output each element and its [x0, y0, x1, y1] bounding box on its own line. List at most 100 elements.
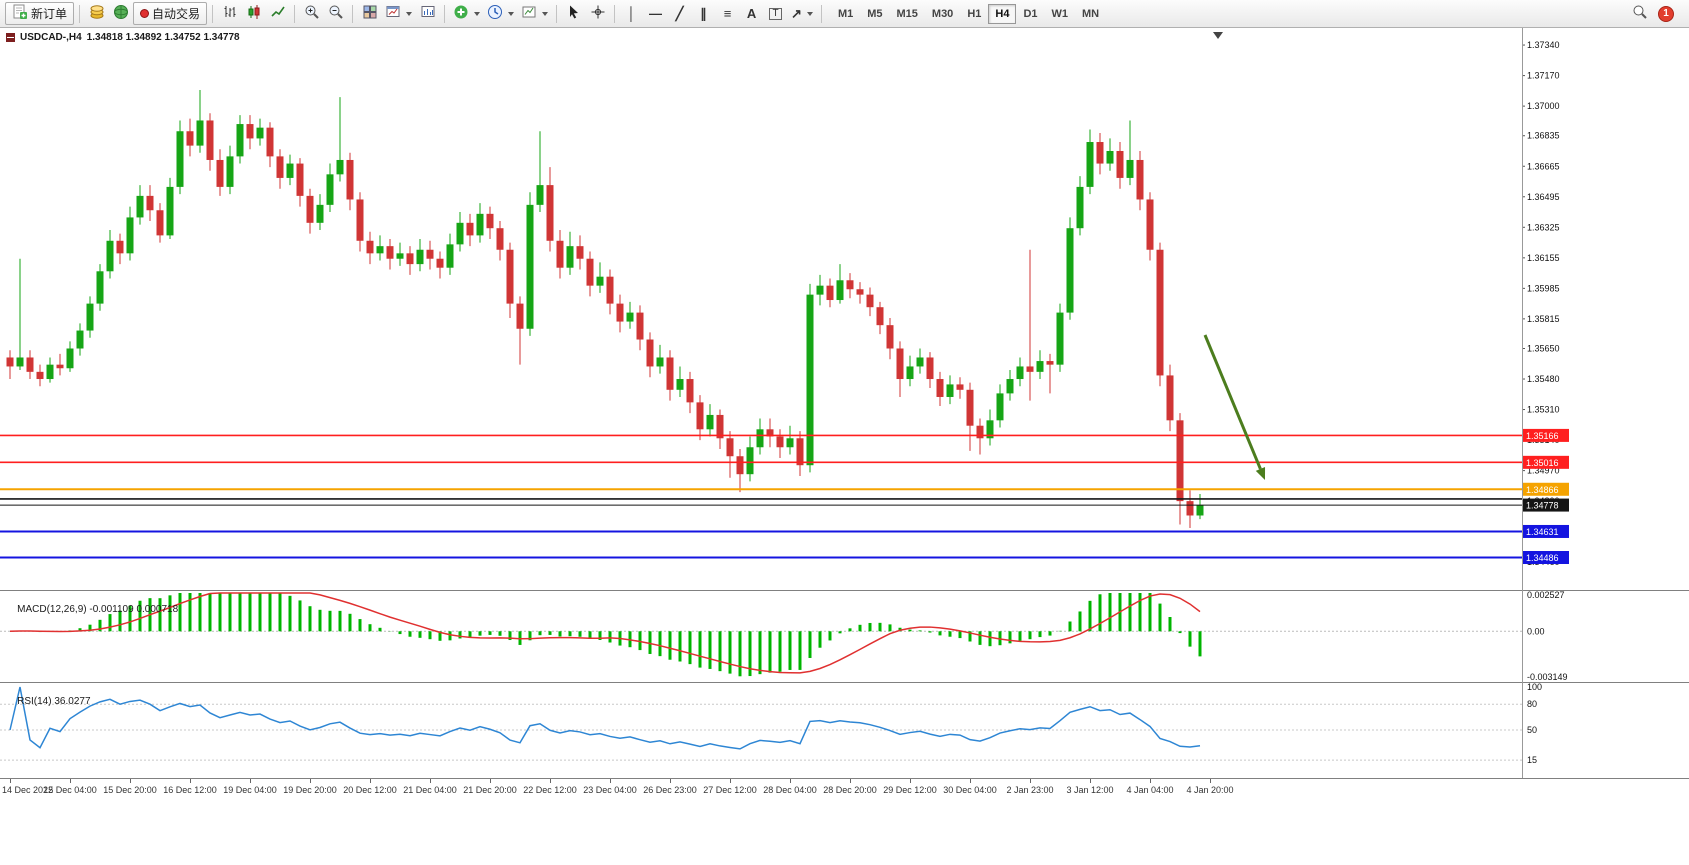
chart-title: USDCAD-,H4 1.34818 1.34892 1.34752 1.347…: [6, 32, 240, 43]
rsi-label: RSI(14) 36.0277: [6, 685, 90, 718]
price-chart[interactable]: 1.37340 1.37170 1.37000 1.36835 1.36665 1.364…: [0, 28, 1689, 590]
new-order-button[interactable]: 新订单: [5, 2, 75, 25]
timeframe-button-m5[interactable]: M5: [867, 7, 883, 20]
separator: [444, 4, 446, 23]
crosshair-button[interactable]: [586, 2, 609, 25]
globe-icon: [113, 4, 129, 23]
tile-windows-icon: [362, 4, 378, 23]
horizontal-line-tool-button[interactable]: —: [644, 2, 667, 25]
window-layout-button[interactable]: [416, 2, 439, 25]
separator: [352, 4, 354, 23]
price-axis-label: 1.37170: [1527, 71, 1560, 81]
time-tick: [10, 779, 11, 783]
autotrading-button[interactable]: 自动交易: [133, 2, 208, 25]
periods-button[interactable]: [484, 2, 517, 25]
price-badge-label: 1.34631: [1526, 527, 1559, 537]
fibonacci-tool-button[interactable]: ≡: [716, 2, 739, 25]
price-axis-label: 1.36665: [1527, 161, 1560, 171]
line-chart-button[interactable]: [266, 2, 289, 25]
timeframe-button-w1[interactable]: W1: [1051, 7, 1069, 20]
coins-icon: [89, 4, 105, 23]
chevron-down-icon: [406, 11, 413, 16]
time-axis-label: 27 Dec 12:00: [703, 785, 757, 795]
chart-symbol-label: USDCAD-,H4: [20, 32, 82, 43]
indicator-plus-icon: [453, 4, 469, 23]
channel-tool-button[interactable]: ∥: [692, 2, 715, 25]
macd-panel[interactable]: 0.002527 0.00 -0.003149: [0, 590, 1689, 682]
price-badge: [1523, 524, 1569, 538]
bar-chart-button[interactable]: [218, 2, 241, 25]
time-axis-label: 26 Dec 23:00: [643, 785, 697, 795]
macd-name: MACD(12,26,9): [17, 604, 87, 615]
rsi-axis-label: 80: [1527, 699, 1537, 709]
price-badge-label: 1.34778: [1526, 501, 1559, 511]
notification-badge[interactable]: 1: [1658, 5, 1674, 22]
timeframe-button-d1[interactable]: D1: [1023, 7, 1038, 20]
indicators-button[interactable]: [450, 2, 483, 25]
macd-axis-label: -0.003149: [1527, 672, 1568, 682]
time-axis-label: 22 Dec 12:00: [523, 785, 577, 795]
macd-axis-label: 0.002527: [1527, 590, 1565, 600]
vertical-line-icon: │: [627, 6, 636, 21]
community-button[interactable]: [109, 2, 132, 25]
crosshair-icon: [590, 4, 606, 23]
new-order-label: 新订单: [31, 7, 68, 21]
zoom-out-button[interactable]: [324, 2, 347, 25]
new-chart-window-button[interactable]: [382, 2, 415, 25]
timeframe-button-mn[interactable]: MN: [1082, 7, 1100, 20]
timeframe-button-h4[interactable]: H4: [988, 3, 1017, 24]
arrow-shapes-icon: ↗: [791, 6, 802, 21]
time-axis[interactable]: 14 Dec 2022 15 Dec 04:00 15 Dec 20:00 16 De…: [0, 778, 1689, 800]
time-tick: [1210, 779, 1211, 783]
time-axis-label: 28 Dec 20:00: [823, 785, 877, 795]
zoom-out-icon: [328, 4, 344, 23]
label-tool-button[interactable]: T: [764, 2, 787, 25]
timeframe-button-h1[interactable]: H1: [967, 7, 982, 20]
search-button[interactable]: [1628, 2, 1651, 25]
price-axis-label: 1.35650: [1527, 344, 1560, 354]
time-axis-label: 2 Jan 23:00: [1006, 785, 1054, 795]
timeframe-button-m30[interactable]: M30: [931, 7, 954, 20]
price-badge: [1523, 482, 1569, 496]
label-icon: T: [769, 7, 782, 20]
candlestick-chart-button[interactable]: [242, 2, 265, 25]
time-tick: [910, 779, 911, 783]
market-watch-button[interactable]: [85, 2, 108, 25]
price-badge: [1523, 428, 1569, 442]
time-axis-label: 19 Dec 20:00: [283, 785, 337, 795]
templates-button[interactable]: [518, 2, 551, 25]
time-axis-label: 15 Dec 20:00: [103, 785, 157, 795]
time-axis-label: 20 Dec 12:00: [343, 785, 397, 795]
timeframe-button-m15[interactable]: M15: [896, 7, 918, 20]
scroll-end-marker[interactable]: [1213, 32, 1223, 39]
price-axis-label: 1.37000: [1527, 101, 1560, 111]
vertical-line-tool-button[interactable]: │: [620, 2, 643, 25]
price-axis-label: 1.36495: [1527, 192, 1560, 202]
cursor-button[interactable]: [562, 2, 585, 25]
price-axis-label: 1.36155: [1527, 253, 1560, 263]
time-tick: [130, 779, 131, 783]
toolbar: 新订单 自动交易: [0, 0, 1689, 28]
tile-windows-button[interactable]: [358, 2, 381, 25]
timeframe-button-m1[interactable]: M1: [837, 7, 854, 20]
time-axis-label: 14 Dec 2022: [2, 785, 54, 795]
chart-window-bars-icon: [420, 4, 436, 23]
arrows-tool-button[interactable]: ↗: [788, 2, 816, 25]
fibonacci-icon: ≡: [723, 6, 732, 21]
annotation-arrow[interactable]: [1203, 334, 1262, 470]
price-axis-label: 1.36835: [1527, 131, 1560, 141]
template-chart-icon: [521, 4, 537, 23]
price-axis-label: 1.35310: [1527, 405, 1560, 415]
price-axis-label: 1.37340: [1527, 40, 1560, 50]
time-axis-label: 30 Dec 04:00: [943, 785, 997, 795]
time-axis-label: 3 Jan 12:00: [1066, 785, 1114, 795]
zoom-in-button[interactable]: [300, 2, 323, 25]
text-icon: A: [746, 6, 757, 21]
rsi-panel[interactable]: 100 80 50 15: [0, 682, 1689, 778]
time-tick: [190, 779, 191, 783]
trendline-tool-button[interactable]: ╱: [668, 2, 691, 25]
annotation-arrowhead: [1255, 467, 1266, 480]
text-tool-button[interactable]: A: [740, 2, 763, 25]
separator: [294, 4, 296, 23]
